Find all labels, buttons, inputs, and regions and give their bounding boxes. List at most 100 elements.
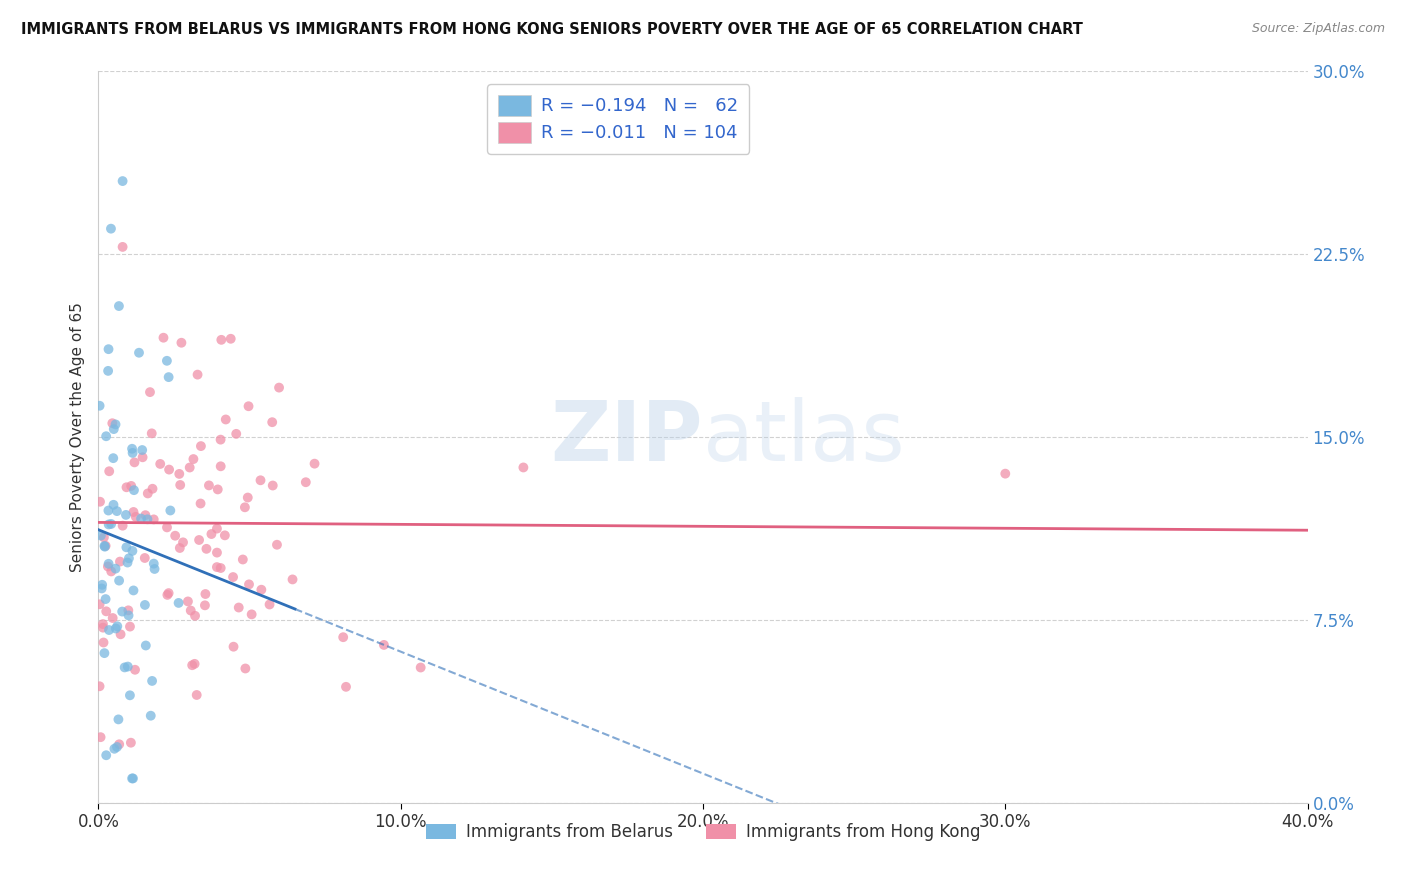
Point [97,503,120,517]
Point [115,508,138,522]
Point [215,412,238,426]
Point [117,556,139,570]
Point [165,529,187,543]
Point [207,483,229,497]
Point [111,605,134,619]
Point [214,528,236,542]
Point [236,491,259,505]
Point [114,660,136,674]
Point [167,596,190,610]
Point [198,478,221,492]
Point [994,467,1017,481]
Point [117,659,139,673]
Point [89,494,111,508]
Point [103,422,125,436]
Point [90,582,112,596]
Point [169,478,191,492]
Point [117,603,139,617]
Point [157,586,180,600]
Point [142,512,165,526]
Point [190,496,212,510]
Point [103,741,125,756]
Point [91,621,114,635]
Point [104,622,127,636]
Point [139,708,162,723]
Point [129,511,152,525]
Point [121,772,143,786]
Point [104,561,127,575]
Point [177,594,200,608]
Point [184,608,207,623]
Point [97,364,120,378]
Text: ZIP: ZIP [551,397,703,477]
Point [118,551,141,566]
Point [186,688,208,702]
Point [97,342,120,356]
Point [89,597,111,611]
Point [267,381,290,395]
Point [143,562,166,576]
Y-axis label: Seniors Poverty Over the Age of 65: Seniors Poverty Over the Age of 65 [69,302,84,572]
Point [409,660,432,674]
Point [134,508,156,523]
Point [157,370,180,384]
Point [121,544,143,558]
Text: atlas: atlas [703,397,904,477]
Point [110,627,132,641]
Point [228,600,250,615]
Point [104,417,127,432]
Point [111,518,134,533]
Point [90,528,112,542]
Point [136,486,159,500]
Legend: Immigrants from Belarus, Immigrants from Hong Kong: Immigrants from Belarus, Immigrants from… [418,814,988,849]
Point [180,603,202,617]
Point [233,500,256,515]
Point [91,617,114,632]
Point [205,546,228,560]
Point [238,399,260,413]
Point [94,539,117,553]
Point [142,557,165,571]
Point [249,473,271,487]
Point [97,557,120,571]
Point [100,221,122,235]
Point [156,353,179,368]
Point [194,587,217,601]
Point [115,541,138,555]
Point [304,457,326,471]
Point [219,332,242,346]
Point [124,663,146,677]
Point [332,630,354,644]
Point [169,467,191,481]
Point [295,475,318,490]
Point [115,480,138,494]
Point [183,657,205,671]
Point [141,673,163,688]
Point [136,512,159,526]
Point [122,583,145,598]
Point [149,457,172,471]
Point [141,426,163,441]
Point [107,712,129,726]
Point [94,540,117,554]
Point [122,505,145,519]
Point [91,578,114,592]
Point [101,416,124,430]
Point [120,736,142,750]
Point [194,599,217,613]
Point [134,598,156,612]
Point [195,541,218,556]
Point [101,611,124,625]
Text: Source: ZipAtlas.com: Source: ZipAtlas.com [1251,22,1385,36]
Point [103,498,125,512]
Text: IMMIGRANTS FROM BELARUS VS IMMIGRANTS FROM HONG KONG SENIORS POVERTY OVER THE AG: IMMIGRANTS FROM BELARUS VS IMMIGRANTS FR… [21,22,1083,37]
Point [108,737,131,751]
Point [240,607,263,622]
Point [209,333,232,347]
Point [93,635,115,649]
Point [118,688,141,702]
Point [335,680,357,694]
Point [187,368,209,382]
Point [128,345,150,359]
Point [156,520,179,534]
